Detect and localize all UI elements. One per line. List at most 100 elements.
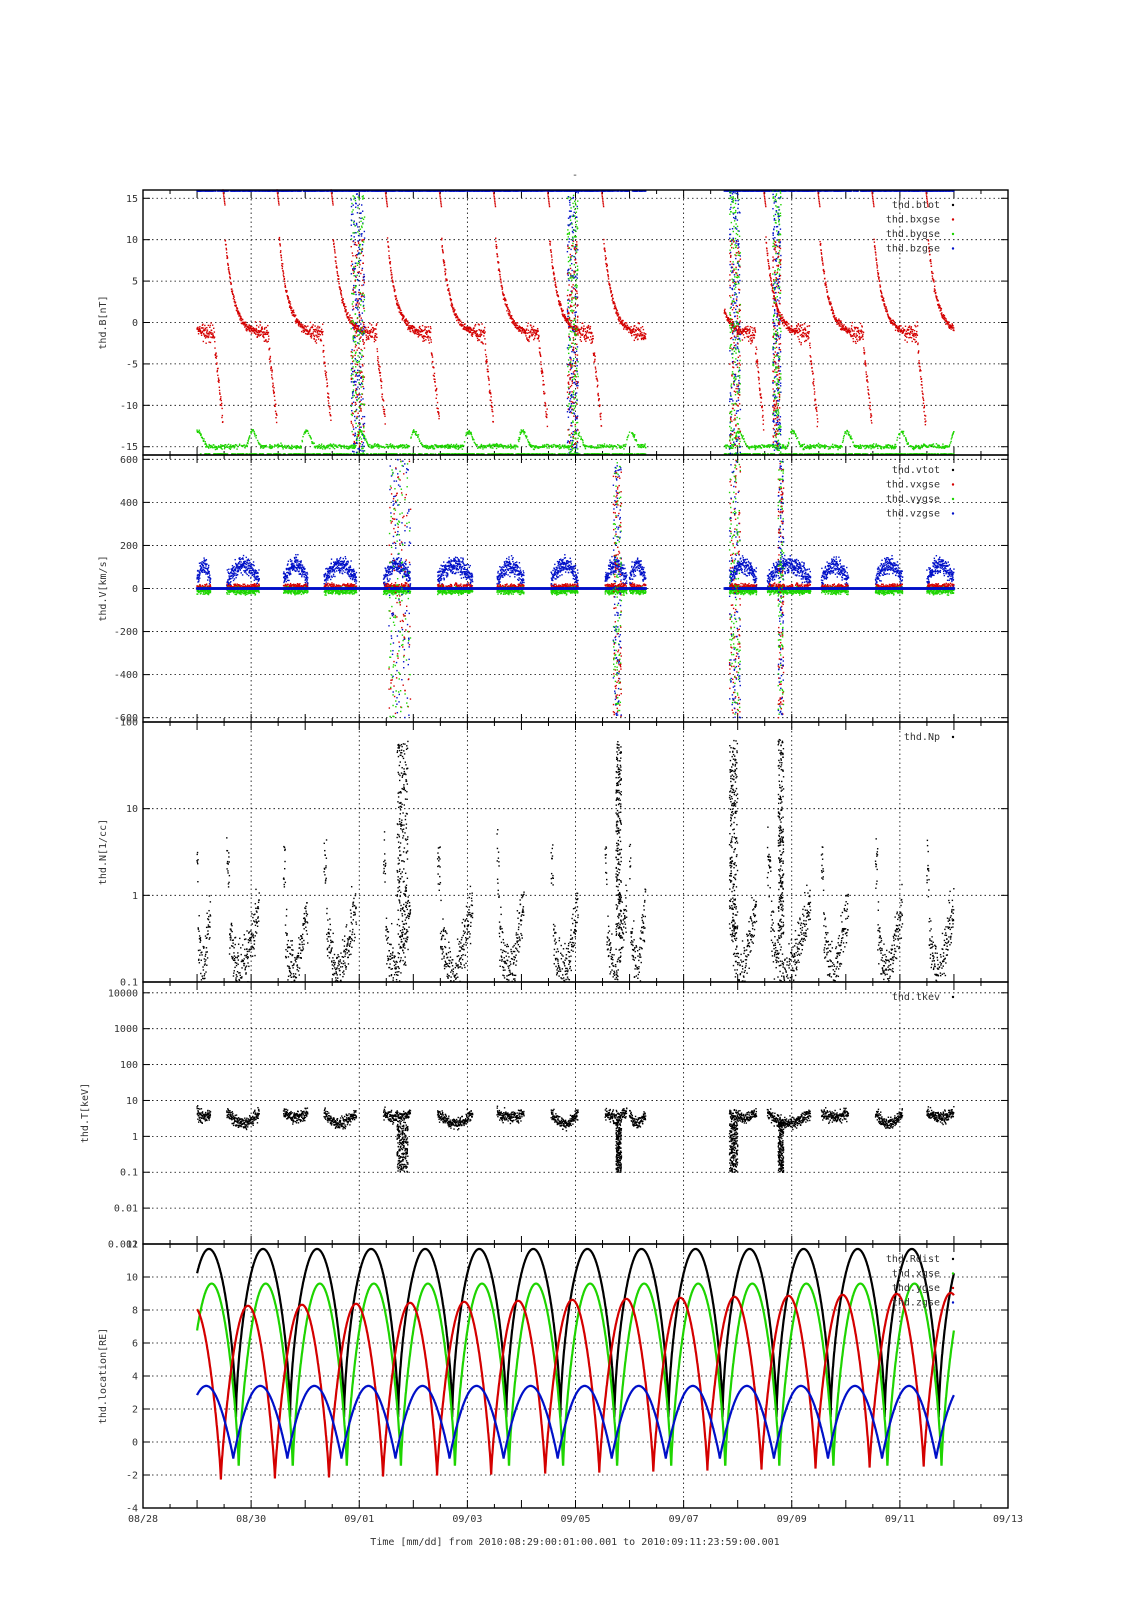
data-point: [351, 322, 354, 324]
data-point: [645, 333, 647, 335]
data-point: [743, 441, 746, 443]
data-point: [586, 445, 588, 447]
data-point: [201, 437, 204, 440]
data-point: [638, 322, 640, 325]
data-point: [643, 337, 645, 340]
data-point: [243, 444, 245, 446]
data-point: [216, 369, 219, 372]
data-point: [267, 324, 269, 327]
data-point: [428, 447, 430, 449]
data-point: [617, 315, 619, 317]
data-point: [365, 339, 368, 341]
data-point: [214, 189, 217, 192]
data-point: [636, 334, 638, 337]
data-point: [215, 363, 218, 365]
data-point: [267, 340, 269, 343]
data-point: [203, 332, 205, 335]
data-point: [211, 336, 214, 339]
data-point: [439, 197, 442, 199]
data-point: [381, 393, 384, 395]
data-point: [443, 260, 445, 262]
data-point: [421, 330, 424, 333]
data-point: [308, 331, 311, 333]
data-point: [353, 447, 355, 450]
data-point: [238, 311, 240, 314]
data-point: [455, 446, 457, 448]
data-point: [644, 445, 646, 447]
data-point: [454, 309, 456, 311]
data-point: [586, 331, 588, 333]
data-point: [636, 328, 639, 330]
data-point: [337, 444, 340, 447]
data-point: [618, 320, 620, 322]
data-point: [545, 189, 548, 192]
data-point: [466, 431, 469, 433]
data-point: [442, 189, 445, 192]
data-point: [750, 342, 752, 345]
data-point: [297, 324, 300, 326]
data-point: [377, 357, 379, 360]
data-point: [441, 445, 443, 448]
data-point: [406, 320, 409, 322]
data-point: [252, 330, 254, 333]
data-point: [232, 453, 235, 456]
data-point: [331, 200, 334, 203]
data-point: [328, 445, 330, 448]
data-point: [547, 199, 550, 201]
data-point: [293, 311, 295, 314]
data-point: [237, 313, 240, 315]
data-point: [640, 338, 643, 341]
data-point: [337, 453, 340, 456]
data-point: [729, 320, 732, 323]
data-point: [304, 332, 307, 335]
data-point: [286, 445, 288, 447]
data-point: [434, 378, 436, 381]
data-point: [521, 430, 523, 432]
data-point: [623, 328, 625, 330]
data-point: [313, 334, 315, 337]
data-point: [429, 337, 431, 339]
data-point: [555, 285, 557, 287]
data-point: [369, 443, 371, 446]
data-point: [379, 375, 381, 377]
data-point: [207, 324, 210, 327]
data-point: [747, 325, 749, 328]
data-point: [404, 444, 406, 446]
data-point: [236, 445, 239, 448]
data-point: [548, 205, 551, 208]
data-point: [518, 189, 521, 192]
data-point: [361, 432, 364, 435]
data-point: [258, 333, 260, 335]
data-point: [434, 381, 436, 383]
data-point: [291, 307, 293, 309]
data-point: [603, 443, 606, 445]
data-point: [376, 359, 379, 362]
data-point: [528, 340, 530, 343]
data-point: [364, 189, 367, 192]
data-point: [578, 453, 581, 456]
data-point: [551, 261, 553, 264]
data-point: [316, 327, 318, 329]
data-point: [357, 431, 359, 433]
data-point: [734, 326, 737, 328]
data-point: [590, 342, 592, 344]
data-point: [432, 360, 434, 363]
data-point: [474, 330, 476, 332]
data-point: [210, 336, 212, 338]
data-point: [467, 432, 469, 434]
data-point: [546, 447, 548, 449]
data-point: [436, 445, 438, 447]
data-point: [728, 319, 730, 321]
data-point: [205, 336, 208, 338]
data-point: [459, 444, 462, 447]
data-point: [533, 331, 535, 333]
data-point: [215, 353, 217, 355]
data-point: [579, 332, 582, 335]
data-point: [542, 380, 544, 382]
data-point: [429, 330, 431, 333]
data-point: [359, 428, 362, 431]
data-point: [562, 453, 565, 456]
data-point: [283, 446, 286, 448]
data-point: [554, 283, 557, 285]
data-point: [563, 447, 565, 449]
